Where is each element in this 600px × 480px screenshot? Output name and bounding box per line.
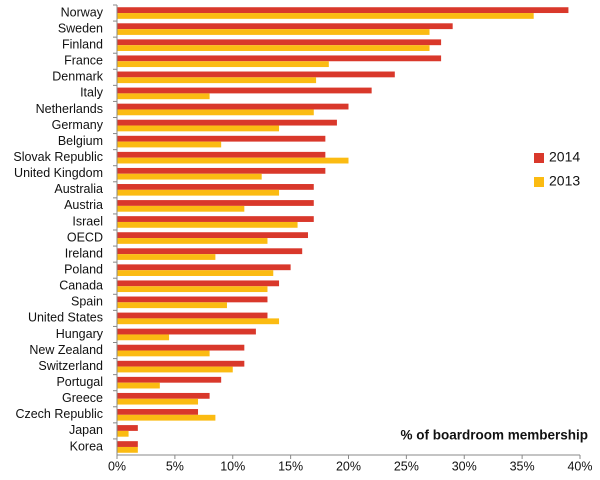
bar [117,189,280,196]
bar [117,446,138,453]
bar [117,254,216,260]
bar [117,23,453,30]
bar [117,45,430,51]
bar [117,344,245,351]
bar [117,270,274,276]
y-tick-label: Hungary [56,327,104,341]
bar [117,392,210,399]
bar [117,398,199,405]
y-tick-label: United Kingdom [14,166,103,180]
legend-label: 2014 [549,149,580,165]
axis-label: % of boardroom membership [400,428,588,443]
bar [117,366,233,373]
x-tick-label: 25% [394,459,419,473]
bar [117,264,291,271]
bar [117,414,216,421]
bar [117,318,280,325]
y-tick-label: Norway [61,5,104,19]
y-tick-label: France [64,54,103,68]
y-tick-label: Czech Republic [15,407,103,421]
bar [117,125,280,132]
y-tick-label: Germany [52,118,104,132]
bar [117,238,268,244]
bar [117,425,138,431]
bar [117,382,160,389]
bar [117,151,326,158]
y-tick-label: Japan [69,423,103,437]
bar [117,409,199,415]
y-tick-label: OECD [67,230,103,244]
bar [117,61,329,68]
y-tick-label: Belgium [58,134,103,148]
bar [117,216,314,222]
y-tick-label: Spain [71,295,103,309]
y-tick-label: Greece [62,391,103,405]
bar [117,77,317,84]
x-tick-label: 15% [278,459,303,473]
legend-swatch [534,177,544,187]
bar [117,200,314,206]
y-tick-label: Israel [72,214,103,228]
bar [117,7,569,14]
y-tick-label: Italy [80,86,104,100]
y-tick-label: United States [28,311,103,325]
bar [117,296,268,303]
bar [117,55,442,62]
bar [117,205,245,212]
bar [117,141,222,148]
bar [117,39,442,46]
bar [117,119,337,126]
bar [117,29,430,35]
bar [117,173,262,180]
bar [117,430,129,437]
x-tick-label: 5% [166,459,184,473]
bar [117,221,298,228]
bar [117,312,268,319]
bar [117,71,395,78]
bar [117,376,222,383]
x-tick-label: 30% [452,459,477,473]
y-tick-label: Netherlands [36,102,103,116]
x-tick-label: 40% [567,459,592,473]
bar [117,103,349,110]
y-tick-label: Austria [64,198,103,212]
x-tick-label: 20% [336,459,361,473]
y-tick-label: Canada [59,279,103,293]
bar [117,13,534,19]
y-tick-label: Slovak Republic [13,150,103,164]
bar [117,248,303,255]
legend-swatch [534,153,544,163]
bar [117,87,372,94]
y-tick-label: Ireland [65,246,103,260]
x-tick-label: 35% [510,459,535,473]
legend-label: 2013 [549,173,580,189]
bar [117,302,227,309]
bar [117,93,210,100]
y-tick-label: Poland [64,262,103,276]
y-tick-label: Switzerland [38,359,103,373]
bar [117,167,326,174]
x-tick-label: 0% [108,459,126,473]
bar [117,334,170,341]
bar [117,135,326,142]
bar [117,184,314,190]
y-tick-label: Korea [70,439,103,453]
y-tick-label: Portugal [56,375,103,389]
bar [117,350,210,357]
bar [117,360,245,367]
bar [117,232,308,239]
bar [117,109,314,116]
y-tick-label: Denmark [52,70,103,84]
y-tick-label: Sweden [58,21,103,35]
bar [117,328,256,335]
bar [117,441,138,447]
y-tick-label: Australia [54,182,103,196]
y-tick-label: Finland [62,37,103,51]
bar [117,157,349,164]
bar [117,280,280,287]
x-tick-label: 10% [220,459,245,473]
y-tick-label: New Zealand [29,343,103,357]
bar [117,286,268,293]
